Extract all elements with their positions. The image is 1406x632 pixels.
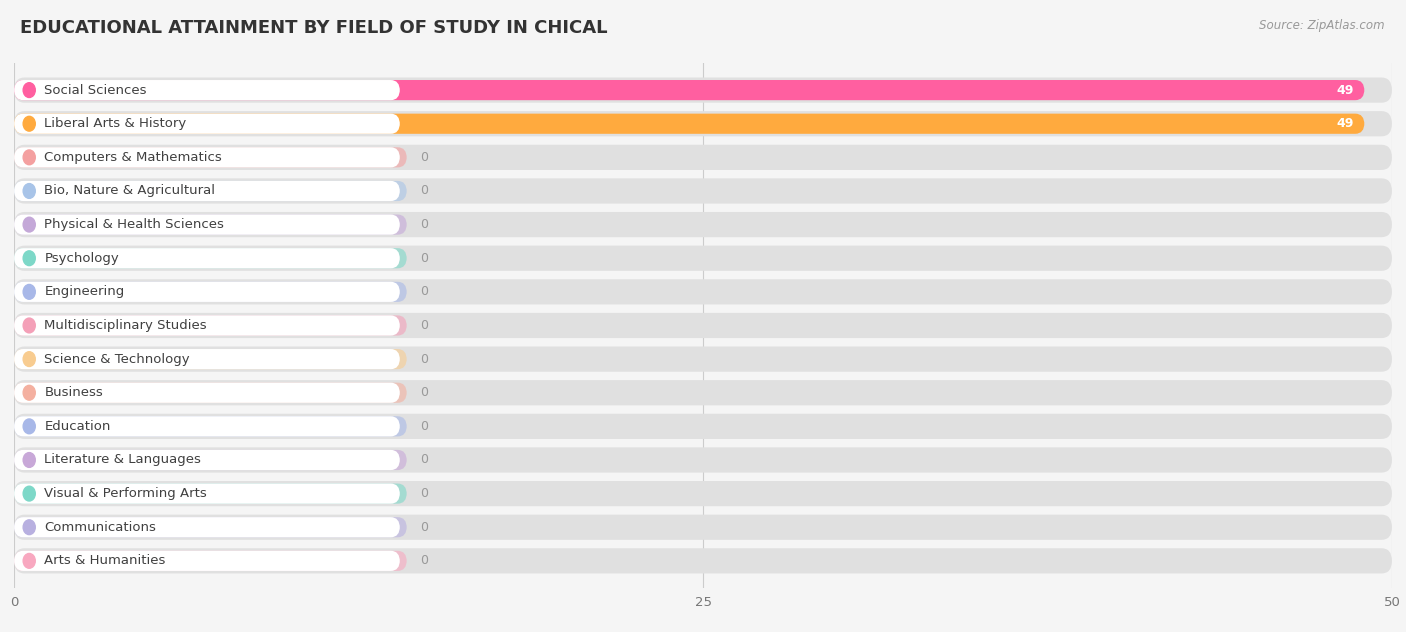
FancyBboxPatch shape	[14, 178, 1392, 204]
FancyBboxPatch shape	[14, 214, 406, 234]
FancyBboxPatch shape	[14, 416, 399, 437]
Text: Liberal Arts & History: Liberal Arts & History	[45, 117, 187, 130]
Circle shape	[22, 284, 35, 300]
FancyBboxPatch shape	[14, 450, 399, 470]
Text: 0: 0	[420, 185, 429, 197]
FancyBboxPatch shape	[14, 346, 1392, 372]
Text: Multidisciplinary Studies: Multidisciplinary Studies	[45, 319, 207, 332]
Text: Communications: Communications	[45, 521, 156, 534]
FancyBboxPatch shape	[14, 380, 1392, 405]
FancyBboxPatch shape	[14, 145, 1392, 170]
FancyBboxPatch shape	[14, 548, 1392, 573]
FancyBboxPatch shape	[14, 282, 399, 302]
FancyBboxPatch shape	[14, 181, 399, 201]
FancyBboxPatch shape	[14, 550, 399, 571]
FancyBboxPatch shape	[14, 147, 399, 167]
Text: Psychology: Psychology	[45, 252, 120, 265]
FancyBboxPatch shape	[14, 214, 399, 234]
Text: Science & Technology: Science & Technology	[45, 353, 190, 365]
Text: 0: 0	[420, 286, 429, 298]
FancyBboxPatch shape	[14, 349, 399, 369]
FancyBboxPatch shape	[14, 382, 399, 403]
FancyBboxPatch shape	[14, 517, 399, 537]
FancyBboxPatch shape	[14, 181, 406, 201]
FancyBboxPatch shape	[14, 414, 1392, 439]
Text: 0: 0	[420, 487, 429, 500]
FancyBboxPatch shape	[14, 279, 1392, 305]
FancyBboxPatch shape	[14, 315, 399, 336]
FancyBboxPatch shape	[14, 315, 406, 336]
FancyBboxPatch shape	[14, 78, 1392, 103]
Text: Bio, Nature & Agricultural: Bio, Nature & Agricultural	[45, 185, 215, 197]
Circle shape	[22, 183, 35, 198]
FancyBboxPatch shape	[14, 246, 1392, 271]
FancyBboxPatch shape	[14, 517, 406, 537]
Circle shape	[22, 217, 35, 232]
Text: 0: 0	[420, 319, 429, 332]
FancyBboxPatch shape	[14, 282, 406, 302]
Text: Engineering: Engineering	[45, 286, 125, 298]
Circle shape	[22, 386, 35, 400]
Text: 49: 49	[1336, 83, 1354, 97]
FancyBboxPatch shape	[14, 147, 406, 167]
FancyBboxPatch shape	[14, 514, 1392, 540]
Circle shape	[22, 486, 35, 501]
FancyBboxPatch shape	[14, 483, 399, 504]
Circle shape	[22, 83, 35, 97]
FancyBboxPatch shape	[14, 248, 399, 269]
FancyBboxPatch shape	[14, 313, 1392, 338]
FancyBboxPatch shape	[14, 111, 1392, 137]
Text: 0: 0	[420, 218, 429, 231]
Text: 0: 0	[420, 252, 429, 265]
Circle shape	[22, 318, 35, 333]
Text: Social Sciences: Social Sciences	[45, 83, 146, 97]
Circle shape	[22, 520, 35, 535]
Circle shape	[22, 453, 35, 468]
FancyBboxPatch shape	[14, 481, 1392, 506]
Text: 0: 0	[420, 420, 429, 433]
Circle shape	[22, 251, 35, 265]
FancyBboxPatch shape	[14, 447, 1392, 473]
FancyBboxPatch shape	[14, 114, 399, 134]
FancyBboxPatch shape	[14, 450, 406, 470]
Text: Education: Education	[45, 420, 111, 433]
Text: 0: 0	[420, 151, 429, 164]
FancyBboxPatch shape	[14, 80, 1364, 100]
FancyBboxPatch shape	[14, 382, 406, 403]
Text: EDUCATIONAL ATTAINMENT BY FIELD OF STUDY IN CHICAL: EDUCATIONAL ATTAINMENT BY FIELD OF STUDY…	[20, 19, 607, 37]
Text: 0: 0	[420, 554, 429, 568]
Text: Literature & Languages: Literature & Languages	[45, 454, 201, 466]
Text: Arts & Humanities: Arts & Humanities	[45, 554, 166, 568]
FancyBboxPatch shape	[14, 550, 406, 571]
Text: 0: 0	[420, 454, 429, 466]
FancyBboxPatch shape	[14, 114, 1364, 134]
Text: 49: 49	[1336, 117, 1354, 130]
Text: Physical & Health Sciences: Physical & Health Sciences	[45, 218, 224, 231]
Circle shape	[22, 116, 35, 131]
FancyBboxPatch shape	[14, 483, 406, 504]
Text: Computers & Mathematics: Computers & Mathematics	[45, 151, 222, 164]
Text: 0: 0	[420, 521, 429, 534]
Text: 0: 0	[420, 353, 429, 365]
FancyBboxPatch shape	[14, 248, 406, 269]
Circle shape	[22, 554, 35, 568]
Circle shape	[22, 150, 35, 165]
Text: Source: ZipAtlas.com: Source: ZipAtlas.com	[1260, 19, 1385, 32]
FancyBboxPatch shape	[14, 212, 1392, 237]
Text: 0: 0	[420, 386, 429, 399]
FancyBboxPatch shape	[14, 80, 399, 100]
FancyBboxPatch shape	[14, 349, 406, 369]
FancyBboxPatch shape	[14, 416, 406, 437]
Text: Visual & Performing Arts: Visual & Performing Arts	[45, 487, 207, 500]
Text: Business: Business	[45, 386, 103, 399]
Circle shape	[22, 419, 35, 434]
Circle shape	[22, 351, 35, 367]
